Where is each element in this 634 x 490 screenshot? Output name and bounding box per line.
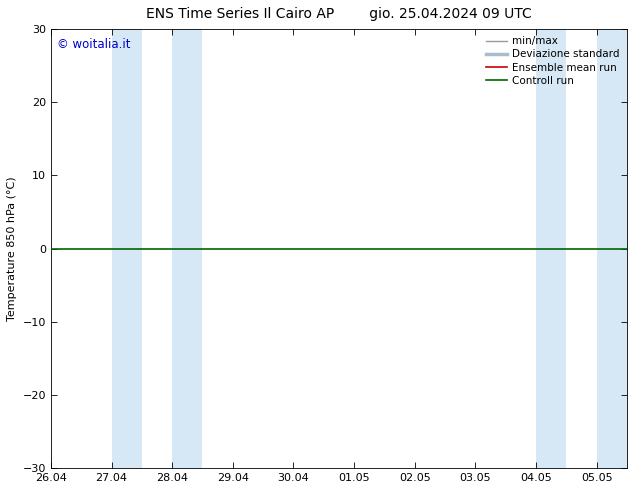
Bar [172,29,202,468]
Title: ENS Time Series Il Cairo AP        gio. 25.04.2024 09 UTC: ENS Time Series Il Cairo AP gio. 25.04.2… [146,7,532,21]
Text: © woitalia.it: © woitalia.it [56,38,130,51]
Legend: min/max, Deviazione standard, Ensemble mean run, Controll run: min/max, Deviazione standard, Ensemble m… [482,32,624,90]
Bar [112,29,142,468]
Bar [597,29,627,468]
Y-axis label: Temperature 850 hPa (°C): Temperature 850 hPa (°C) [7,176,17,321]
Bar [536,29,566,468]
